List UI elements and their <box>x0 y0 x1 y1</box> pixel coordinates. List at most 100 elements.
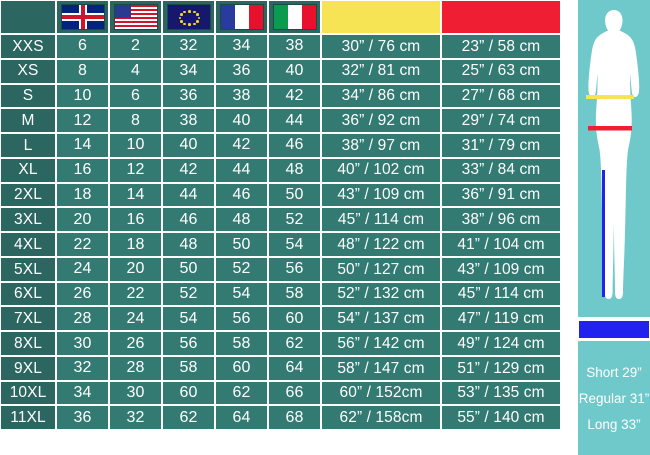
uk-flag-icon <box>60 4 105 30</box>
legend-item-regular: Regular 31” <box>578 390 650 406</box>
it-size-cell: 52 <box>268 207 321 233</box>
fr-size-cell: 40 <box>215 108 268 134</box>
it-size-cell: 62 <box>268 331 321 356</box>
bust-measure-cell: 52” / 132 cm <box>321 281 441 307</box>
us-size-cell: 24 <box>109 306 162 332</box>
bust-measure-cell: 54” / 137 cm <box>321 306 441 332</box>
fr-size-cell: 56 <box>215 306 268 332</box>
bust-measure-cell: 50” / 127 cm <box>321 256 441 282</box>
uk-size-cell: 24 <box>56 256 109 282</box>
size-label-cell: 11XL <box>0 405 56 431</box>
inseam-measure-line <box>602 170 605 297</box>
fr-size-cell: 42 <box>215 133 268 158</box>
eu-size-cell: 58 <box>162 355 215 381</box>
it-size-cell: 40 <box>268 58 321 84</box>
bust-measure-cell: 56” / 142 cm <box>321 331 441 356</box>
fr-size-cell: 54 <box>215 281 268 307</box>
size-label-cell: 9XL <box>0 355 56 381</box>
eu-size-cell: 62 <box>162 405 215 431</box>
header-eu <box>162 0 215 34</box>
us-size-cell: 16 <box>109 207 162 233</box>
size-label-cell: 10XL <box>0 380 56 406</box>
size-label-cell: 3XL <box>0 207 56 233</box>
bust-measure-cell: 45” / 114 cm <box>321 207 441 233</box>
table-row: XS 8 4 34 36 40 32” / 81 cm 25” / 63 cm <box>0 58 575 84</box>
fr-size-cell: 58 <box>215 331 268 356</box>
us-size-cell: 6 <box>109 83 162 109</box>
eu-size-cell: 40 <box>162 133 215 158</box>
bust-measure-cell: 58” / 147 cm <box>321 355 441 381</box>
eu-size-cell: 46 <box>162 207 215 233</box>
size-label-cell: 4XL <box>0 232 56 257</box>
eu-size-cell: 42 <box>162 157 215 183</box>
uk-size-cell: 10 <box>56 83 109 109</box>
waist-measure-cell: 51” / 129 cm <box>441 355 561 381</box>
waist-measure-cell: 36” / 91 cm <box>441 182 561 208</box>
eu-size-cell: 60 <box>162 380 215 406</box>
waist-measure-cell: 31” / 79 cm <box>441 133 561 158</box>
us-size-cell: 32 <box>109 405 162 431</box>
eu-size-cell: 44 <box>162 182 215 208</box>
eu-size-cell: 38 <box>162 108 215 134</box>
eu-size-cell: 54 <box>162 306 215 332</box>
fr-size-cell: 64 <box>215 405 268 431</box>
eu-size-cell: 56 <box>162 331 215 356</box>
female-body-silhouette <box>586 10 640 299</box>
uk-size-cell: 30 <box>56 331 109 356</box>
table-header-row <box>0 0 575 34</box>
us-size-cell: 28 <box>109 355 162 381</box>
figure-panel <box>578 0 650 317</box>
waist-measure-cell: 27” / 68 cm <box>441 83 561 109</box>
it-size-cell: 56 <box>268 256 321 282</box>
bust-measure-cell: 62” / 158cm <box>321 405 441 431</box>
waist-measure-cell: 41” / 104 cm <box>441 232 561 257</box>
bust-measure-cell: 32” / 81 cm <box>321 58 441 84</box>
fr-size-cell: 62 <box>215 380 268 406</box>
waist-measure-cell: 47” / 119 cm <box>441 306 561 332</box>
it-size-cell: 44 <box>268 108 321 134</box>
uk-size-cell: 6 <box>56 34 109 59</box>
uk-size-cell: 36 <box>56 405 109 431</box>
us-flag-icon <box>113 4 158 30</box>
it-size-cell: 54 <box>268 232 321 257</box>
size-label-cell: XL <box>0 157 56 183</box>
header-fr <box>215 0 268 34</box>
table-row: XXS 6 2 32 34 38 30” / 76 cm 23” / 58 cm <box>0 34 575 59</box>
bust-measure-cell: 34” / 86 cm <box>321 83 441 109</box>
table-row: 11XL 36 32 62 64 68 62” / 158cm 55” / 140 cm <box>0 405 575 431</box>
yellow-bust-band <box>321 0 441 34</box>
bust-measure-cell: 36” / 92 cm <box>321 108 441 134</box>
waist-measure-cell: 45” / 114 cm <box>441 281 561 307</box>
fr-size-cell: 38 <box>215 83 268 109</box>
waist-measure-cell: 38” / 96 cm <box>441 207 561 233</box>
size-label-cell: 8XL <box>0 331 56 356</box>
table-row: 7XL 28 24 54 56 60 54” / 137 cm 47” / 119 cm <box>0 306 575 332</box>
waist-measure-line <box>588 126 632 131</box>
waist-measure-cell: 43” / 109 cm <box>441 256 561 282</box>
fr-size-cell: 44 <box>215 157 268 183</box>
fr-size-cell: 46 <box>215 182 268 208</box>
fr-size-cell: 60 <box>215 355 268 381</box>
table-row: 5XL 24 20 50 52 56 50” / 127 cm 43” / 109 cm <box>0 256 575 282</box>
it-size-cell: 50 <box>268 182 321 208</box>
table-row: M 12 8 38 40 44 36” / 92 cm 29” / 74 cm <box>0 108 575 134</box>
waist-measure-cell: 49” / 124 cm <box>441 331 561 356</box>
france-flag-icon <box>219 4 264 30</box>
it-size-cell: 46 <box>268 133 321 158</box>
table-row: 10XL 34 30 60 62 66 60” / 152cm 53” / 135 cm <box>0 380 575 406</box>
uk-size-cell: 18 <box>56 182 109 208</box>
header-blank-cell <box>0 0 56 34</box>
fr-size-cell: 52 <box>215 256 268 282</box>
it-size-cell: 48 <box>268 157 321 183</box>
bust-measure-cell: 43” / 109 cm <box>321 182 441 208</box>
bust-measure-cell: 30” / 76 cm <box>321 34 441 59</box>
size-label-cell: XXS <box>0 34 56 59</box>
it-size-cell: 42 <box>268 83 321 109</box>
bust-measure-cell: 38” / 97 cm <box>321 133 441 158</box>
fr-size-cell: 50 <box>215 232 268 257</box>
us-size-cell: 8 <box>109 108 162 134</box>
size-label-cell: 6XL <box>0 281 56 307</box>
eu-flag-icon <box>166 4 211 30</box>
eu-size-cell: 32 <box>162 34 215 59</box>
